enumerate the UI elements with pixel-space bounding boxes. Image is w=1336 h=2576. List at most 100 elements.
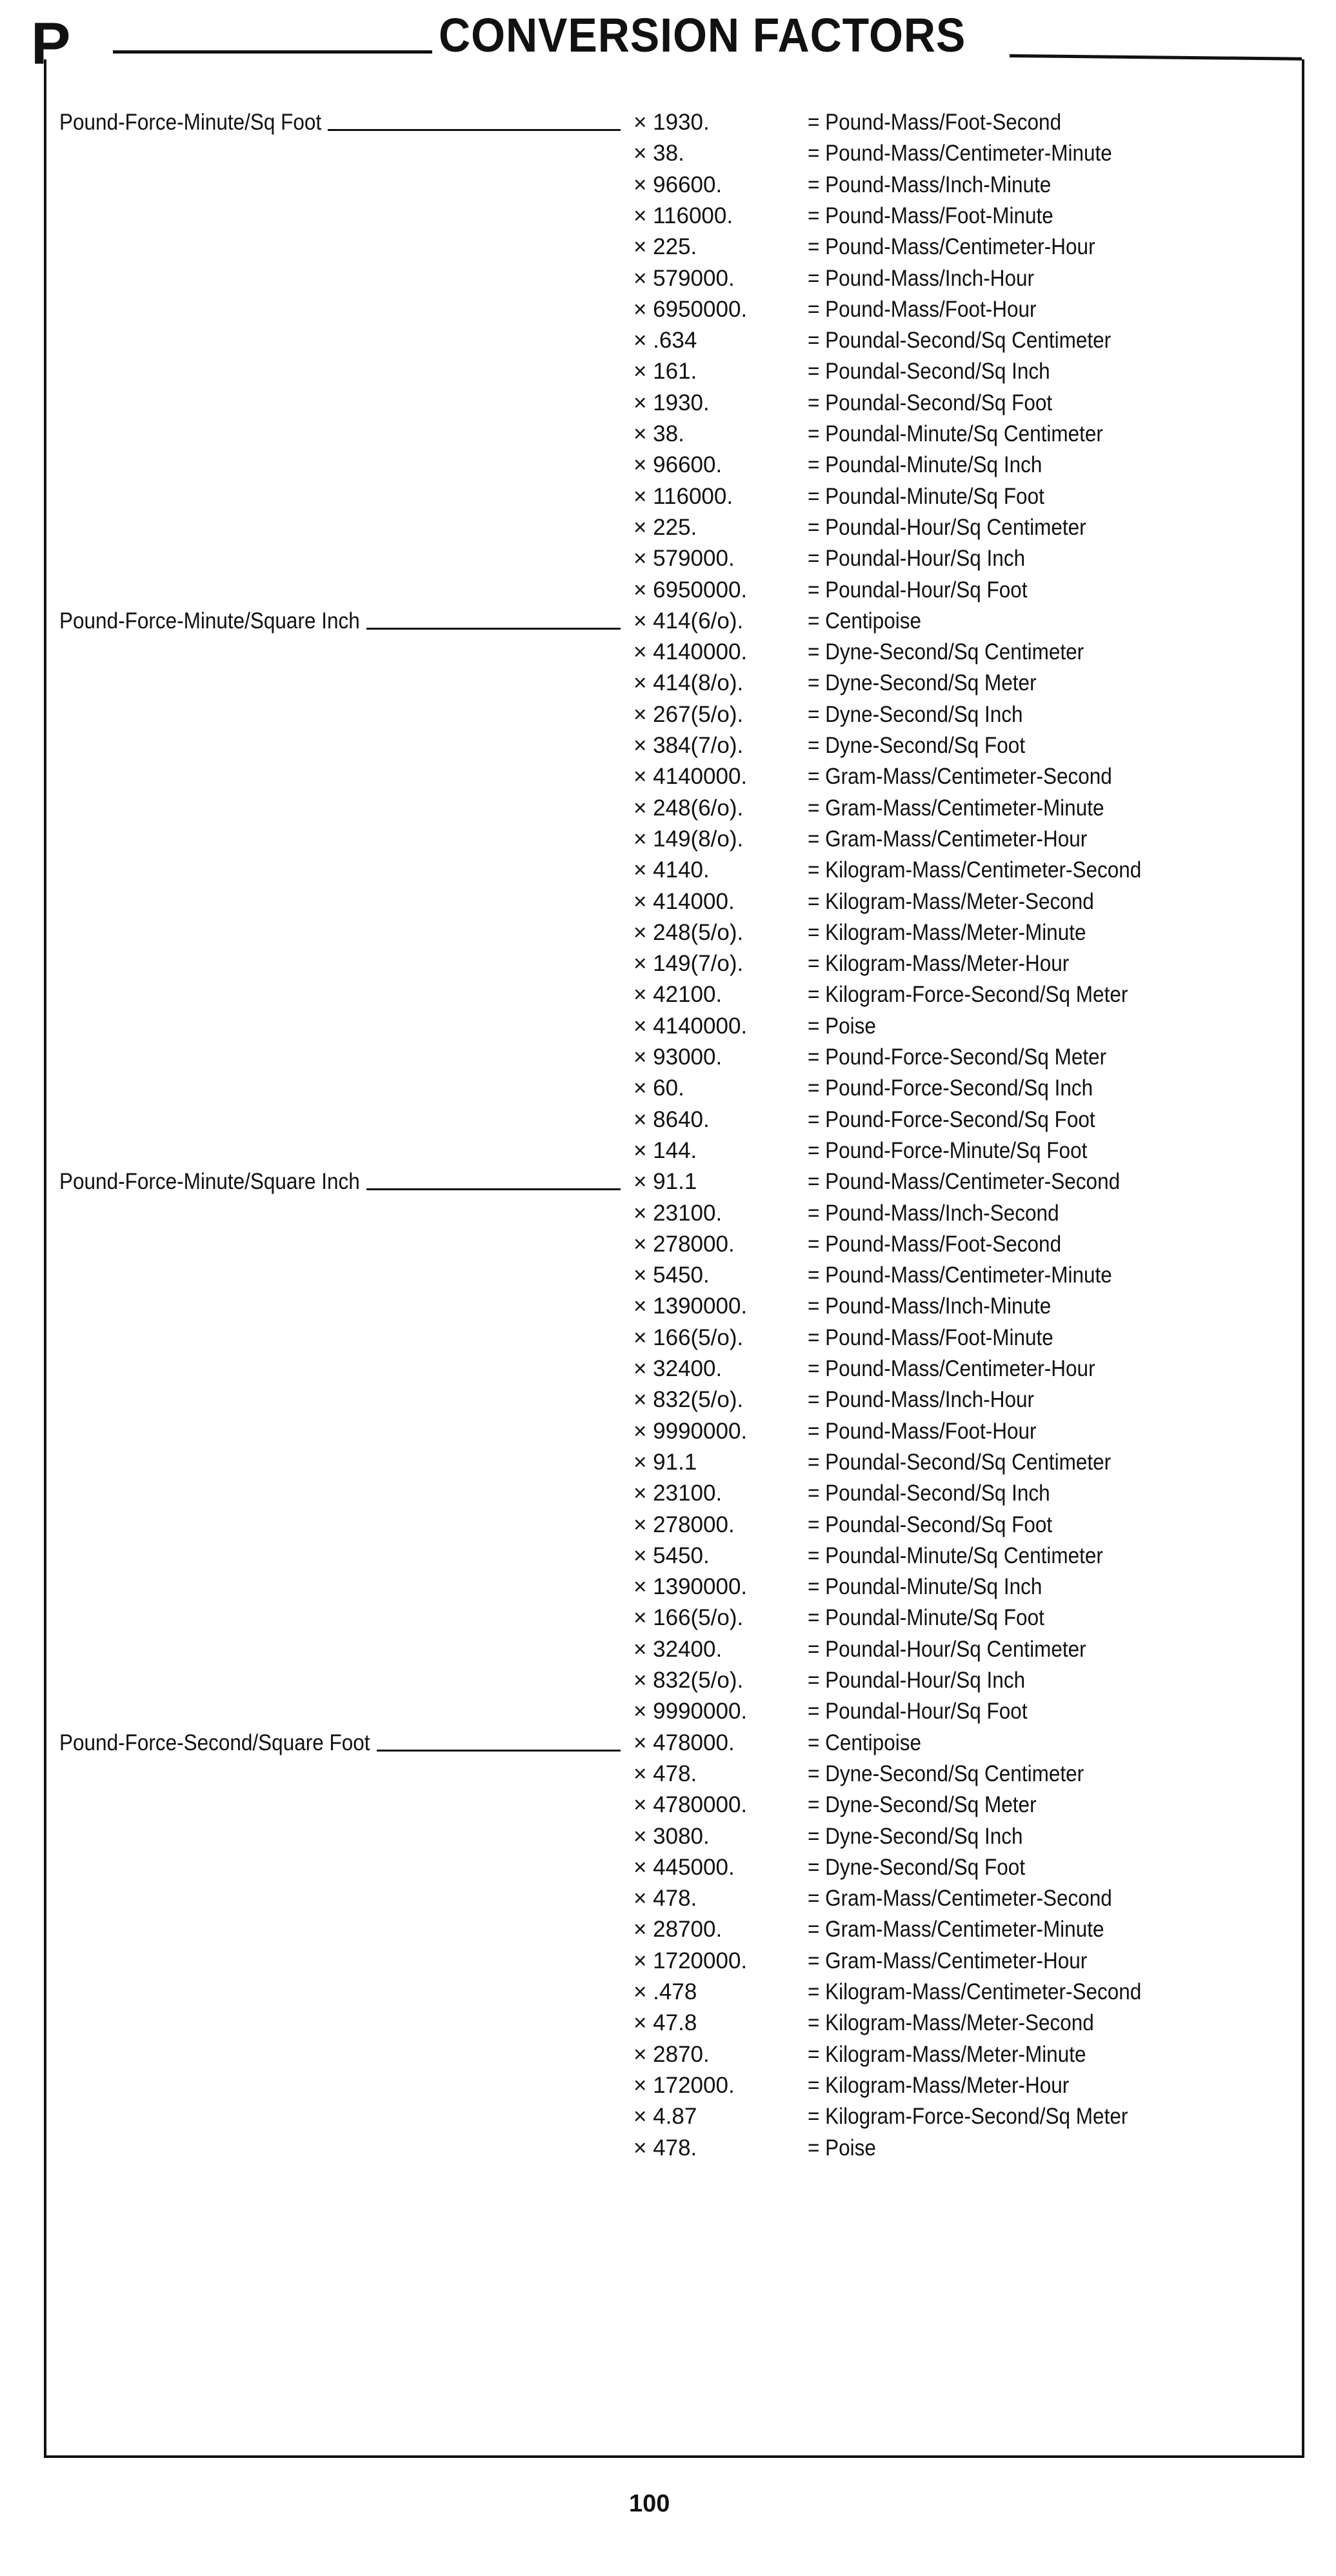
table-row: × 278000. = Pound-Mass/Foot-Second <box>0 1229 1336 1260</box>
table-row: × 4140000. = Poise <box>0 1011 1336 1042</box>
table-row: × 2870. = Kilogram-Mass/Meter-Minute <box>0 2039 1336 2070</box>
source-unit-label: Pound-Force-Minute/Square Inch <box>59 1169 360 1195</box>
page-frame <box>44 59 1304 2458</box>
table-row: × 9990000. = Pound-Mass/Foot-Hour <box>0 1416 1336 1447</box>
target-unit: = Pound-Mass/Foot-Second <box>808 110 1062 135</box>
source-unit-label: Pound-Force-Second/Square Foot <box>59 1730 370 1755</box>
table-row: × 166(5/o). = Poundal-Minute/Sq Foot <box>0 1603 1336 1633</box>
target-unit: = Gram-Mass/Centimeter-Minute <box>808 1917 1104 1942</box>
target-unit: = Poundal-Minute/Sq Foot <box>808 483 1044 509</box>
target-unit: = Dyne-Second/Sq Meter <box>808 1792 1037 1818</box>
table-row: × 1720000. = Gram-Mass/Centimeter-Hour <box>0 1946 1336 1977</box>
factor-value: × 3080. <box>633 1823 710 1849</box>
factor-value: × 161. <box>633 359 697 384</box>
table-row: × 225. = Poundal-Hour/Sq Centimeter <box>0 512 1336 543</box>
target-unit: = Pound-Mass/Inch-Minute <box>808 172 1052 197</box>
target-unit: = Poundal-Minute/Sq Inch <box>808 1574 1042 1600</box>
section-letter: P <box>31 11 71 77</box>
factor-value: × 414(6/o). <box>633 608 744 634</box>
table-row: × 4.87 = Kilogram-Force-Second/Sq Meter <box>0 2101 1336 2132</box>
target-unit: = Poundal-Second/Sq Foot <box>808 1512 1053 1537</box>
target-unit: = Dyne-Second/Sq Meter <box>808 670 1037 696</box>
factor-value: × 2870. <box>633 2041 710 2067</box>
table-row: × 47.8 = Kilogram-Mass/Meter-Second <box>0 2008 1336 2039</box>
table-row: × 116000. = Pound-Mass/Foot-Minute <box>0 201 1336 232</box>
factor-value: × 47.8 <box>633 2010 697 2036</box>
target-unit: = Kilogram-Mass/Meter-Hour <box>808 2072 1070 2098</box>
table-row: × 832(5/o). = Poundal-Hour/Sq Inch <box>0 1665 1336 1696</box>
target-unit: = Kilogram-Mass/Meter-Minute <box>808 919 1086 945</box>
target-unit: = Poundal-Minute/Sq Foot <box>808 1605 1044 1631</box>
table-row: × 1390000. = Pound-Mass/Inch-Minute <box>0 1291 1336 1322</box>
target-unit: = Poundal-Minute/Sq Inch <box>808 452 1042 478</box>
table-row: × 1930. = Poundal-Second/Sq Foot <box>0 388 1336 419</box>
target-unit: = Pound-Mass/Centimeter-Hour <box>808 234 1095 260</box>
table-row: × 23100. = Poundal-Second/Sq Inch <box>0 1478 1336 1509</box>
factor-value: × 32400. <box>633 1356 723 1381</box>
factor-value: × 4.87 <box>633 2104 697 2130</box>
target-unit: = Pound-Mass/Centimeter-Minute <box>808 141 1112 166</box>
target-unit: = Poundal-Hour/Sq Foot <box>808 577 1028 603</box>
factor-value: × 1930. <box>633 110 710 135</box>
leader-line <box>376 1749 621 1752</box>
target-unit: = Poundal-Hour/Sq Centimeter <box>808 514 1086 540</box>
factor-value: × 4140. <box>633 857 710 883</box>
table-row: × .634 = Poundal-Second/Sq Centimeter <box>0 325 1336 356</box>
target-unit: = Gram-Mass/Centimeter-Second <box>808 764 1112 790</box>
table-row: × 96600. = Poundal-Minute/Sq Inch <box>0 450 1336 481</box>
factor-value: × 32400. <box>633 1636 723 1662</box>
target-unit: = Poundal-Hour/Sq Centimeter <box>808 1636 1086 1662</box>
factor-value: × 248(6/o). <box>633 795 744 821</box>
factor-value: × 4780000. <box>633 1792 748 1818</box>
target-unit: = Poundal-Second/Sq Foot <box>808 390 1053 415</box>
factor-value: × 116000. <box>633 483 733 509</box>
target-unit: = Pound-Force-Minute/Sq Foot <box>808 1137 1088 1163</box>
factor-value: × 60. <box>633 1075 684 1101</box>
factor-value: × 1390000. <box>633 1574 748 1600</box>
leader-line <box>328 129 621 131</box>
table-row: × 149(7/o). = Kilogram-Mass/Meter-Hour <box>0 948 1336 979</box>
factor-value: × 172000. <box>633 2072 735 2098</box>
table-row: × 4780000. = Dyne-Second/Sq Meter <box>0 1790 1336 1821</box>
target-unit: = Dyne-Second/Sq Foot <box>808 733 1026 758</box>
factor-value: × 832(5/o). <box>633 1387 744 1413</box>
table-row: × 32400. = Poundal-Hour/Sq Centimeter <box>0 1634 1336 1665</box>
table-row: × 832(5/o). = Pound-Mass/Inch-Hour <box>0 1384 1336 1415</box>
table-row: × 60. = Pound-Force-Second/Sq Inch <box>0 1073 1336 1104</box>
factor-value: × 579000. <box>633 265 735 291</box>
target-unit: = Pound-Mass/Foot-Second <box>808 1231 1062 1257</box>
factor-value: × 149(7/o). <box>633 951 744 977</box>
factor-value: × 445000. <box>633 1854 735 1880</box>
factor-value: × 1390000. <box>633 1293 748 1319</box>
target-unit: = Pound-Mass/Foot-Hour <box>808 1418 1037 1444</box>
factor-value: × 414(8/o). <box>633 670 744 696</box>
target-unit: = Pound-Mass/Inch-Second <box>808 1200 1059 1226</box>
factor-value: × 1930. <box>633 390 710 415</box>
factor-value: × 38. <box>633 421 684 446</box>
factor-value: × .634 <box>633 328 697 354</box>
table-row: × 225. = Pound-Mass/Centimeter-Hour <box>0 232 1336 263</box>
factor-value: × 23100. <box>633 1200 723 1226</box>
table-row: × 93000. = Pound-Force-Second/Sq Meter <box>0 1042 1336 1073</box>
table-row: × 478. = Poise <box>0 2133 1336 2164</box>
table-row: × 91.1 = Poundal-Second/Sq Centimeter <box>0 1447 1336 1478</box>
table-row: × 579000. = Poundal-Hour/Sq Inch <box>0 543 1336 574</box>
factor-value: × 278000. <box>633 1512 735 1537</box>
factor-value: × 278000. <box>633 1231 735 1257</box>
factor-value: × 6950000. <box>633 577 748 603</box>
factor-value: × 4140000. <box>633 1013 748 1039</box>
table-row: × 248(6/o). = Gram-Mass/Centimeter-Minute <box>0 793 1336 824</box>
table-row: × 32400. = Pound-Mass/Centimeter-Hour <box>0 1353 1336 1384</box>
table-row: × 478. = Gram-Mass/Centimeter-Second <box>0 1883 1336 1914</box>
factor-value: × 38. <box>633 141 684 166</box>
table-row: Pound-Force-Minute/Square Inch × 91.1 = Po… <box>0 1166 1336 1197</box>
target-unit: = Kilogram-Mass/Meter-Second <box>808 2010 1094 2036</box>
target-unit: = Poundal-Hour/Sq Inch <box>808 1668 1026 1693</box>
target-unit: = Poundal-Second/Sq Inch <box>808 359 1050 384</box>
table-row: × 144. = Pound-Force-Minute/Sq Foot <box>0 1135 1336 1166</box>
target-unit: = Centipoise <box>808 608 921 634</box>
table-row: × 5450. = Poundal-Minute/Sq Centimeter <box>0 1541 1336 1572</box>
target-unit: = Pound-Mass/Centimeter-Second <box>808 1169 1121 1195</box>
factor-value: × 9990000. <box>633 1418 748 1444</box>
target-unit: = Dyne-Second/Sq Inch <box>808 1823 1023 1849</box>
